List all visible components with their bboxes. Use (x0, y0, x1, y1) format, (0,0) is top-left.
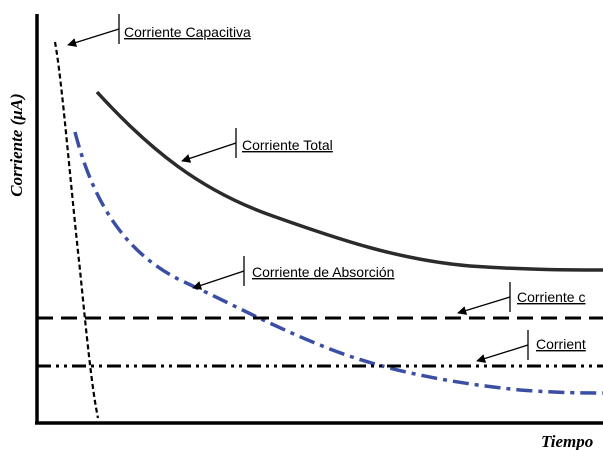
total-annotation: Corriente Total (181, 128, 333, 163)
absorption-current-curve (73, 131, 603, 395)
total-label: Corriente Total (242, 137, 333, 153)
absorption-annotation: Corriente de Absorción (192, 256, 394, 290)
total-arrow (181, 142, 237, 163)
x-axis-label: Tiempo (541, 432, 593, 450)
y-axis-label: Corriente (μA) (7, 93, 26, 196)
capacitive-arrow (67, 28, 120, 47)
conduction-arrow (457, 296, 511, 315)
conduction-label: Corriente c (517, 289, 585, 305)
capacitive-annotation: Corriente Capacitiva (67, 14, 251, 47)
leakage-label: Corrient (536, 336, 586, 352)
conduction-annotation: Corriente c (457, 282, 585, 315)
absorption-arrow (192, 270, 245, 290)
capacitive-current-curve (53, 41, 100, 419)
leakage-arrow (476, 344, 529, 363)
leakage-annotation: Corrient (476, 330, 586, 363)
absorption-label: Corriente de Absorción (252, 264, 394, 280)
capacitive-label: Corriente Capacitiva (124, 24, 251, 40)
total-current-curve (95, 90, 603, 272)
